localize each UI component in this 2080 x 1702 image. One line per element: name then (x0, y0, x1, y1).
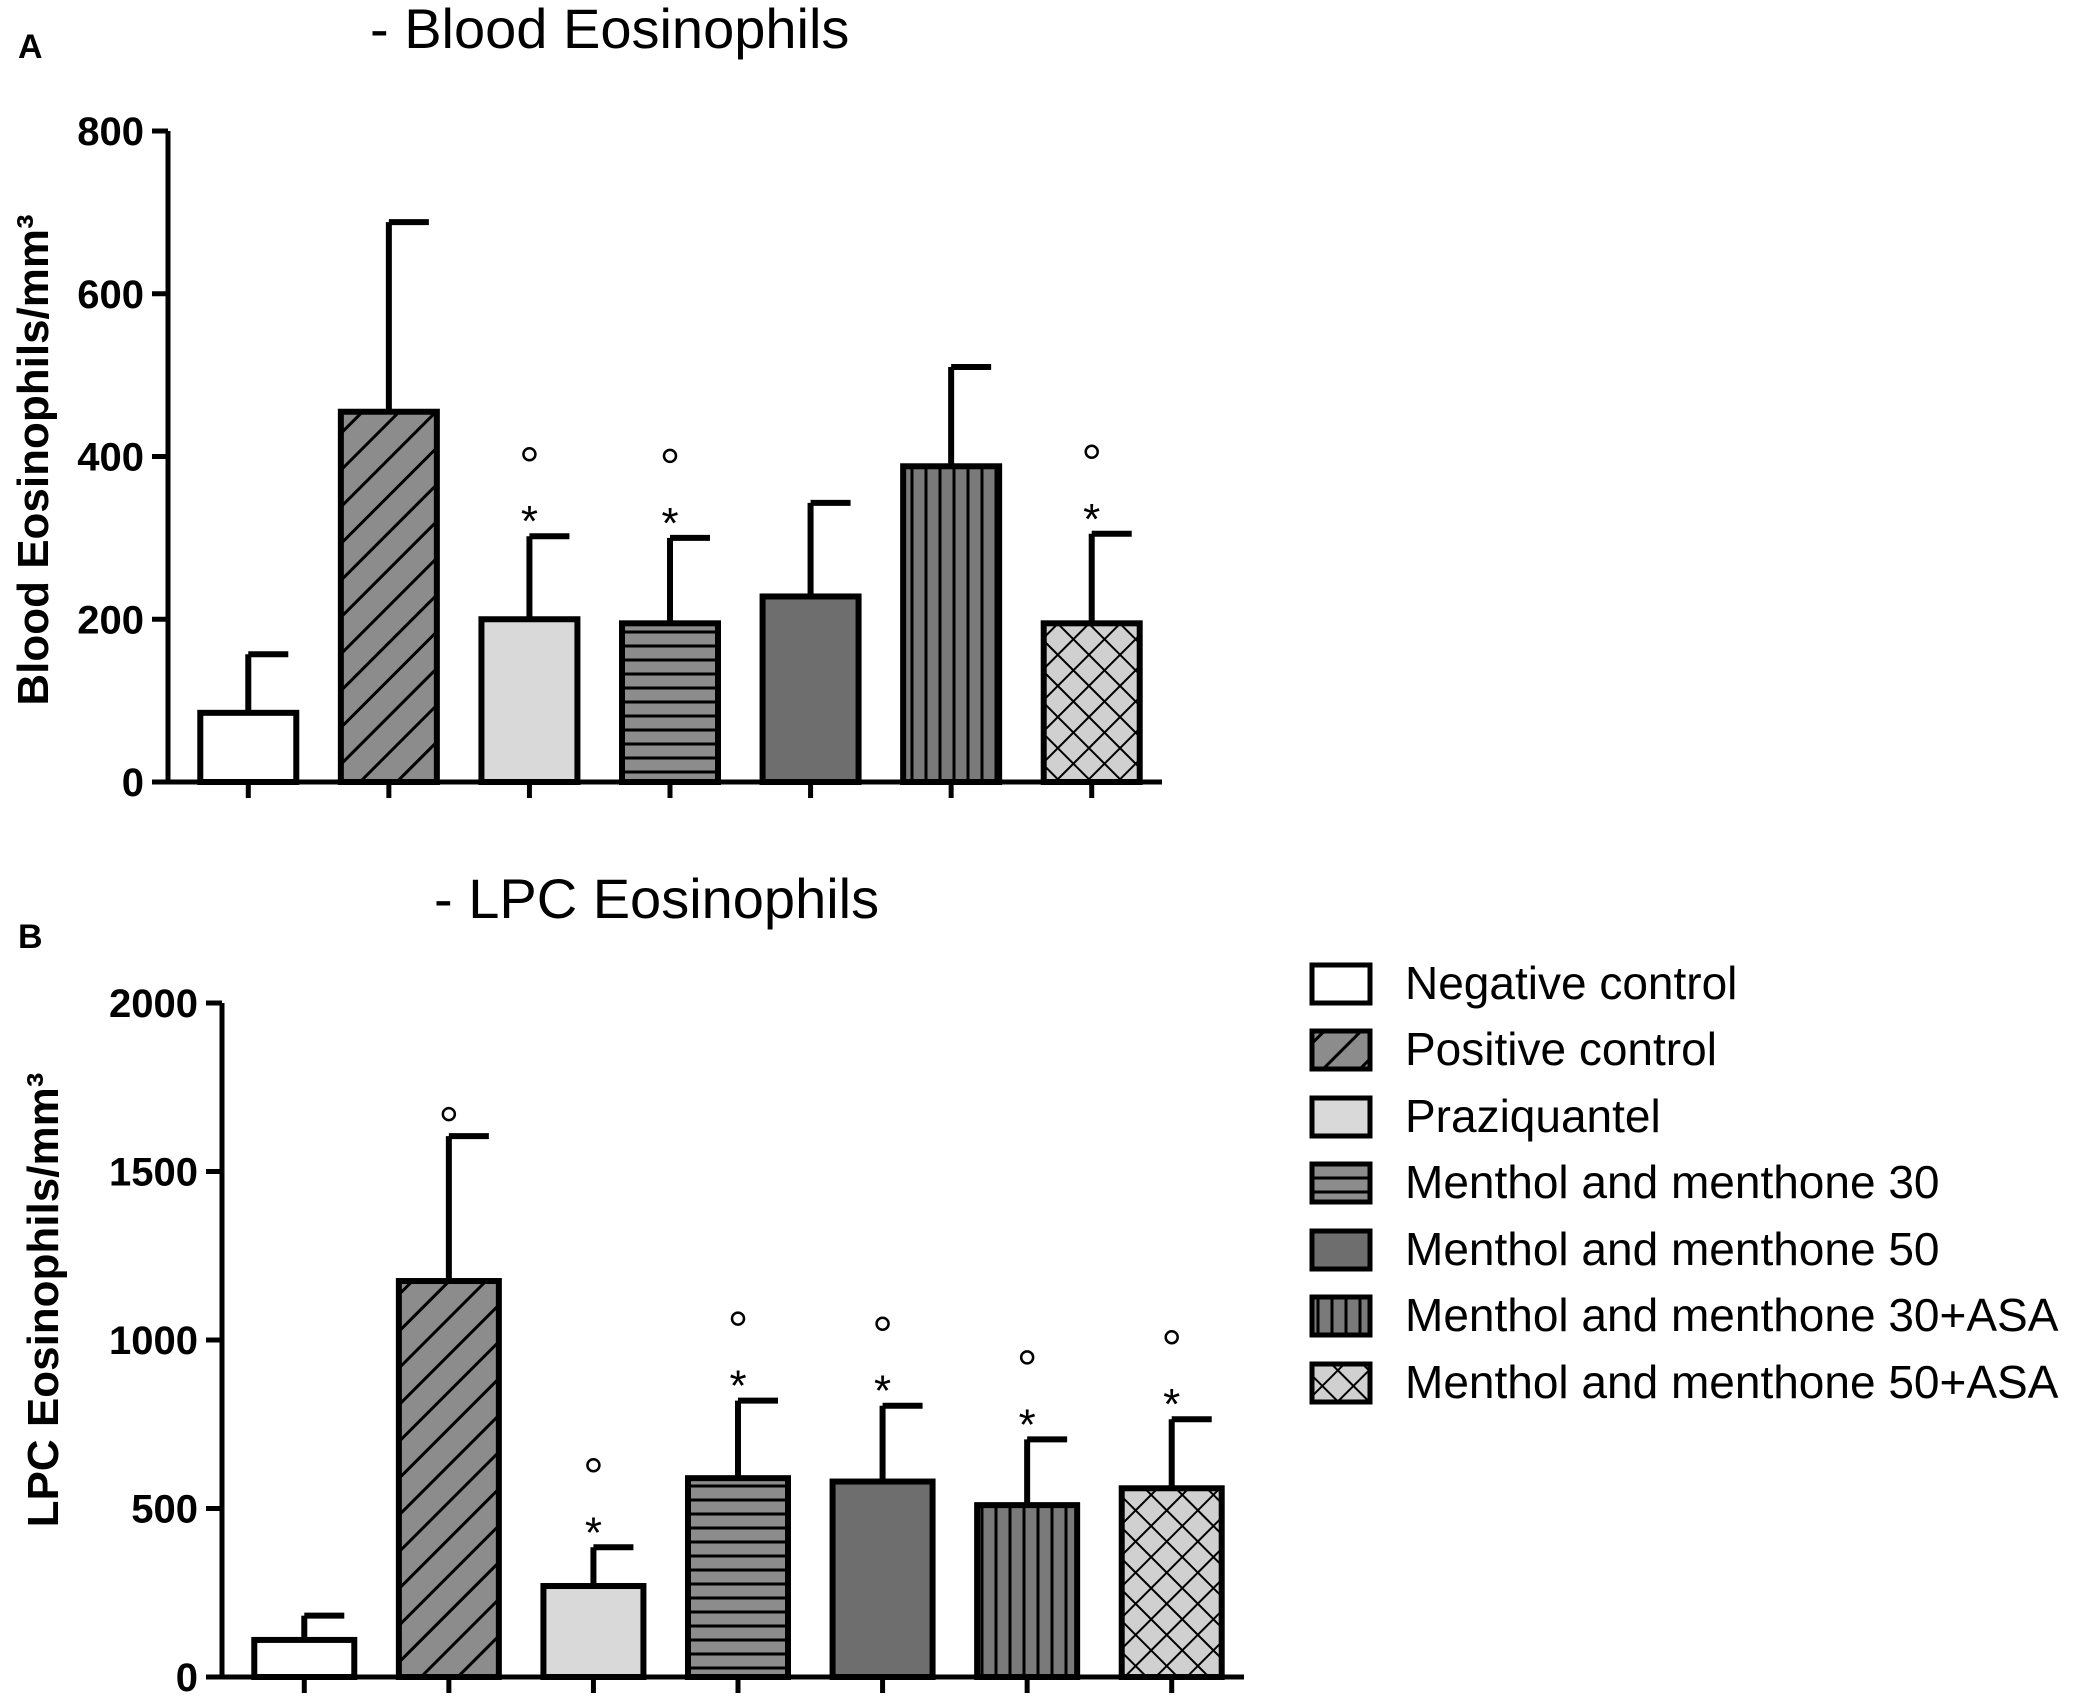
bar-negative-control (197, 709, 300, 785)
significance-circle-menthol-and-menthone-30-asa (1019, 1350, 1035, 1365)
bar-menthol-and-menthone-30-asa (900, 463, 1003, 785)
bar-praziquantel (540, 1583, 647, 1681)
panel-letter-a: A (18, 28, 43, 66)
significance-star-menthol-and-menthone-30: * (661, 499, 678, 548)
legend-swatch-menthol-30 (1309, 1161, 1373, 1205)
y-axis-label-a: Blood Eosinophils/mm³ (9, 214, 58, 705)
bar-positive-control (337, 408, 440, 785)
legend-label: Praziquantel (1405, 1090, 1661, 1142)
legend-item-praziquantel: Praziquantel (1309, 1090, 1661, 1142)
bar-menthol-and-menthone-30-asa (974, 1502, 1081, 1680)
significance-circle-praziquantel (522, 446, 537, 462)
legend-item-menthol-30-asa: Menthol and menthone 30+ASA (1309, 1289, 2059, 1341)
legend-label: Positive control (1405, 1023, 1717, 1075)
y-tick-label: 500 (131, 1488, 198, 1532)
y-tick-label: 1500 (109, 1151, 198, 1195)
significance-star-menthol-and-menthone-50-asa: * (1083, 495, 1100, 544)
significance-star-menthol-and-menthone-30-asa: * (1019, 1400, 1036, 1449)
legend-swatch-menthol-50-asa (1309, 1361, 1373, 1405)
legend-item-menthol-50: Menthol and menthone 50 (1309, 1223, 1940, 1275)
bar-menthol-and-menthone-50 (829, 1478, 936, 1681)
bar-menthol-and-menthone-30 (685, 1475, 791, 1681)
legend-label: Menthol and menthone 30 (1405, 1156, 1940, 1208)
significance-circle-menthol-and-menthone-30 (662, 448, 678, 464)
significance-star-praziquantel: * (585, 1508, 602, 1557)
legend-swatch-menthol-50 (1309, 1228, 1373, 1272)
significance-circle-menthol-and-menthone-30 (730, 1311, 746, 1326)
significance-circle-praziquantel (586, 1458, 601, 1473)
significance-circle-menthol-and-menthone-50-asa (1084, 444, 1099, 460)
bar-menthol-and-menthone-50 (759, 593, 862, 786)
bar-positive-control (395, 1278, 502, 1681)
bar-praziquantel (478, 616, 581, 785)
bar-menthol-and-menthone-50-asa (1118, 1485, 1225, 1681)
legend-label: Menthol and menthone 50 (1405, 1223, 1940, 1275)
bar-menthol-and-menthone-30 (619, 620, 721, 785)
legend-label: Negative control (1405, 957, 1737, 1009)
legend-item-negative-control: Negative control (1309, 957, 1737, 1009)
y-tick-label: 0 (122, 761, 144, 805)
significance-circle-menthol-and-menthone-50-asa (1164, 1329, 1179, 1345)
y-tick-label: 800 (77, 110, 144, 154)
legend-swatch-menthol-30-asa (1309, 1294, 1373, 1338)
chart-title-a: - Blood Eosinophils (370, 0, 849, 60)
y-tick-label: 2000 (109, 982, 198, 1026)
y-tick-label: 0 (176, 1656, 198, 1700)
y-tick-label: 600 (77, 273, 144, 317)
significance-circle-menthol-and-menthone-50 (875, 1316, 890, 1331)
significance-star-menthol-and-menthone-30: * (729, 1362, 746, 1411)
legend-item-positive-control: Positive control (1309, 1023, 1717, 1075)
legend-swatch-negative-control (1309, 962, 1373, 1006)
legend-swatch-positive-control (1309, 1028, 1373, 1072)
y-tick-label: 1000 (109, 1319, 198, 1363)
significance-circle-positive-control (441, 1106, 457, 1122)
y-axis-label-b: LPC Eosinophils/mm³ (19, 1073, 68, 1528)
legend-item-menthol-30: Menthol and menthone 30 (1309, 1156, 1940, 1208)
bar-menthol-and-menthone-50-asa (1040, 620, 1143, 785)
legend-label: Menthol and menthone 50+ASA (1405, 1356, 2059, 1408)
panel-letter-b: B (18, 918, 43, 956)
bar-negative-control (251, 1636, 358, 1681)
legend-item-menthol-50-asa: Menthol and menthone 50+ASA (1309, 1356, 2059, 1408)
chart-title-b: - LPC Eosinophils (434, 867, 879, 930)
significance-star-praziquantel: * (521, 497, 538, 546)
y-tick-label: 200 (77, 598, 144, 642)
legend: Negative control Positive control Praziq… (1309, 957, 2059, 1408)
chart-blood-eosinophils: 0 200 400 600 800 * * * (77, 110, 1162, 805)
significance-star-menthol-and-menthone-50: * (874, 1367, 891, 1416)
chart-lpc-eosinophils: 0 500 1000 1500 2000 * * * * * (109, 982, 1244, 1700)
legend-label: Menthol and menthone 30+ASA (1405, 1289, 2059, 1341)
y-tick-label: 400 (77, 436, 144, 480)
legend-swatch-praziquantel (1309, 1095, 1373, 1139)
significance-star-menthol-and-menthone-50-asa: * (1163, 1380, 1180, 1429)
